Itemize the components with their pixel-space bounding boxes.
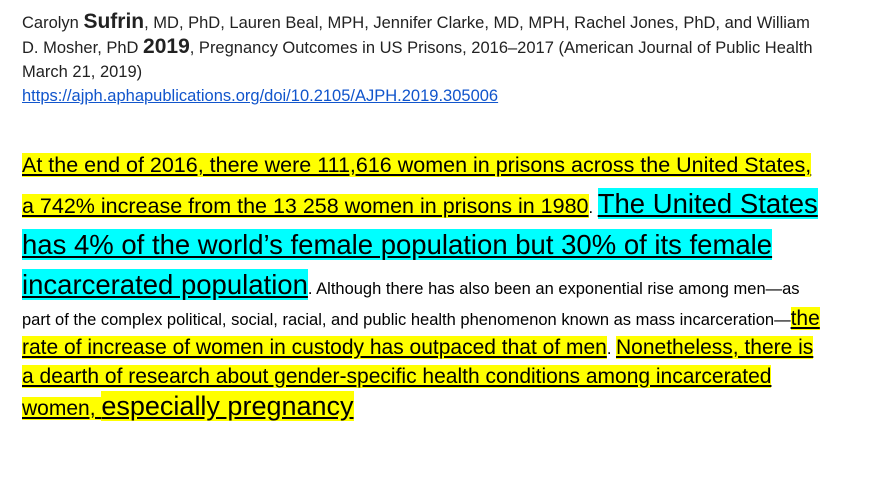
lead-author-surname: Sufrin (83, 10, 145, 33)
plain-text-men: . Although there has also been an expone… (22, 280, 800, 329)
excerpt-paragraph: At the end of 2016, there were 111,616 w… (22, 146, 822, 424)
publication-year: 2019 (143, 35, 190, 58)
authors-prefix: Carolyn (22, 14, 84, 32)
highlight-pregnancy: especially pregnancy (101, 391, 354, 421)
authors-list: , MD, PhD, Lauren Beal, MPH, Jennifer Cl… (22, 14, 810, 57)
separator-2: . (606, 340, 617, 358)
article-title-source: , Pregnancy Outcomes in US Prisons, 2016… (22, 39, 813, 81)
separator-1: . (588, 199, 598, 217)
citation-block: Carolyn Sufrin, MD, PhD, Lauren Beal, MP… (22, 10, 822, 108)
highlight-prison-statistics: At the end of 2016, there were 111,616 w… (22, 153, 812, 218)
article-link[interactable]: https://ajph.aphapublications.org/doi/10… (22, 87, 499, 105)
